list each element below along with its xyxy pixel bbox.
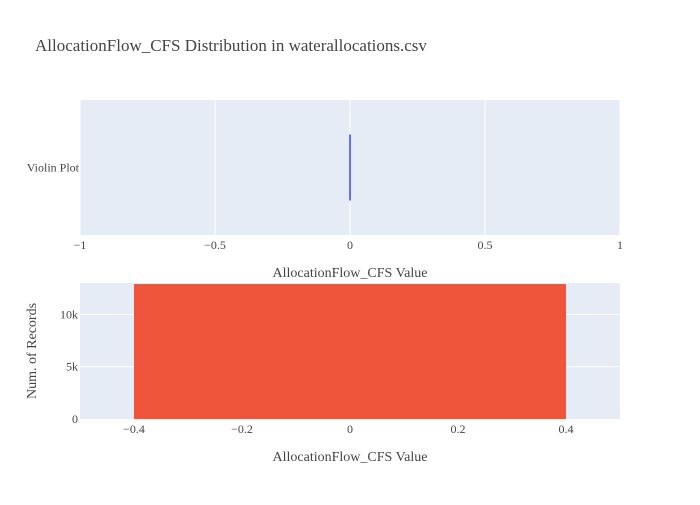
chart-title: AllocationFlow_CFS Distribution in water…	[35, 36, 427, 55]
histogram-y-tick-label: 10k	[60, 307, 78, 321]
histogram-x-axis-label: AllocationFlow_CFS Value	[273, 450, 428, 465]
histogram-x-tick-label: 0.2	[451, 422, 466, 436]
violin-category-label: Violin Plot	[27, 161, 80, 175]
violin-x-tick-label: 0	[347, 238, 353, 252]
histogram-x-tick-label: −0.4	[123, 422, 145, 436]
violin-x-axis-label: AllocationFlow_CFS Value	[273, 266, 428, 281]
histogram-x-tick-label: 0.4	[559, 422, 574, 436]
histogram-x-tick-label: −0.2	[231, 422, 253, 436]
violin-x-tick-label: 0.5	[478, 238, 493, 252]
violin-x-tick-label: −1	[74, 238, 87, 252]
violin-x-tick-label: 1	[617, 238, 623, 252]
violin-x-tick-label: −0.5	[204, 238, 226, 252]
histogram-y-axis-label: Num. of Records	[25, 303, 40, 399]
histogram-y-tick-label: 5k	[66, 360, 78, 374]
histogram-x-tick-label: 0	[347, 422, 353, 436]
histogram-bar	[134, 284, 566, 419]
histogram-y-tick-label: 0	[72, 412, 78, 426]
